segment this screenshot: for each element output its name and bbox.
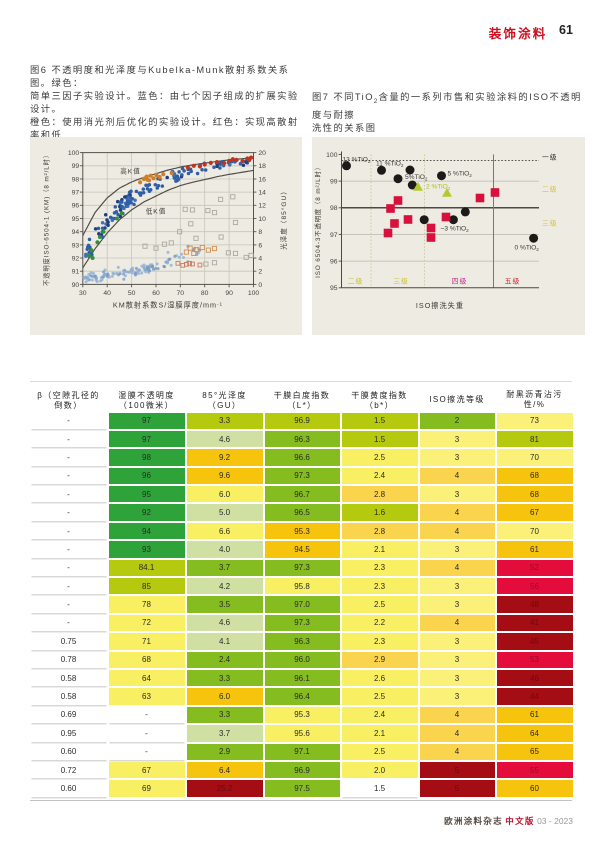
svg-text:12: 12: [258, 203, 266, 210]
svg-text:92: 92: [72, 255, 80, 262]
svg-text:五级: 五级: [505, 277, 521, 286]
svg-text:2: 2: [258, 269, 262, 276]
svg-text:95: 95: [330, 285, 338, 292]
svg-text:60: 60: [152, 290, 160, 297]
svg-text:97: 97: [72, 190, 80, 197]
svg-text:4: 4: [258, 255, 262, 262]
svg-text:90: 90: [72, 282, 80, 289]
svg-text:93: 93: [72, 242, 80, 249]
svg-text:一级: 一级: [542, 153, 558, 162]
svg-text:94: 94: [72, 229, 80, 236]
svg-text:20: 20: [258, 150, 266, 157]
svg-text:10: 10: [258, 216, 266, 223]
svg-text:~3 %TiO2: ~3 %TiO2: [441, 226, 470, 234]
svg-text:0 %TiO2: 0 %TiO2: [515, 245, 540, 253]
svg-text:不透明度ISO-6504-1 (KM)（8 m²/L时）: 不透明度ISO-6504-1 (KM)（8 m²/L时）: [42, 151, 51, 286]
svg-text:三级: 三级: [393, 277, 409, 286]
svg-text:14: 14: [258, 190, 266, 197]
svg-text:98: 98: [72, 176, 80, 183]
svg-text:二级: 二级: [348, 277, 364, 286]
svg-text:100: 100: [248, 290, 260, 297]
svg-text:二级: 二级: [542, 185, 558, 194]
svg-text:三级: 三级: [542, 219, 558, 228]
svg-text:16: 16: [258, 176, 266, 183]
svg-text:99: 99: [72, 163, 80, 170]
svg-text:95: 95: [72, 216, 80, 223]
svg-text:80: 80: [201, 290, 209, 297]
svg-text:90: 90: [225, 290, 233, 297]
svg-text:0: 0: [258, 282, 262, 289]
svg-text:96: 96: [72, 203, 80, 210]
svg-text:18: 18: [258, 163, 266, 170]
svg-text:低K值: 低K值: [146, 207, 167, 216]
svg-text:6: 6: [258, 242, 262, 249]
svg-text:30: 30: [79, 290, 87, 297]
svg-text:100: 100: [326, 152, 338, 159]
svg-text:100: 100: [68, 150, 80, 157]
svg-text:5 %TiO2: 5 %TiO2: [448, 170, 473, 178]
svg-text:70: 70: [177, 290, 185, 297]
svg-text:50: 50: [128, 290, 136, 297]
svg-text:5%TiO2: 5%TiO2: [405, 174, 428, 182]
svg-text:光泽度（85°GU）: 光泽度（85°GU）: [279, 187, 288, 250]
svg-text:KM散射系数S/湿膜厚度/mm-1: KM散射系数S/湿膜厚度/mm-1: [113, 301, 223, 310]
svg-text:98: 98: [330, 205, 338, 212]
svg-text:四级: 四级: [452, 277, 468, 286]
svg-text:高K值: 高K值: [120, 167, 141, 176]
svg-text:99: 99: [330, 179, 338, 186]
svg-text:40: 40: [103, 290, 111, 297]
svg-text:96: 96: [330, 259, 338, 266]
svg-text:13 %TiO2: 13 %TiO2: [343, 157, 371, 165]
svg-text:91: 91: [72, 269, 80, 276]
svg-text:2 %TiO2: 2 %TiO2: [426, 184, 451, 192]
svg-text:97: 97: [330, 232, 338, 239]
svg-text:8: 8: [258, 229, 262, 236]
svg-text:11 %TiO2: 11 %TiO2: [376, 160, 404, 168]
svg-text:ISO擦洗失重: ISO擦洗失重: [416, 301, 464, 310]
svg-text:ISO 6504-3不透明度（8 m²/L时）: ISO 6504-3不透明度（8 m²/L时）: [313, 163, 322, 278]
